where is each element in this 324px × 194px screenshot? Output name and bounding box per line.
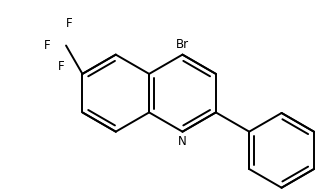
Text: N: N (178, 135, 187, 148)
Text: Br: Br (176, 38, 189, 51)
Text: F: F (57, 60, 64, 73)
Text: F: F (44, 39, 51, 52)
Text: F: F (65, 17, 72, 30)
